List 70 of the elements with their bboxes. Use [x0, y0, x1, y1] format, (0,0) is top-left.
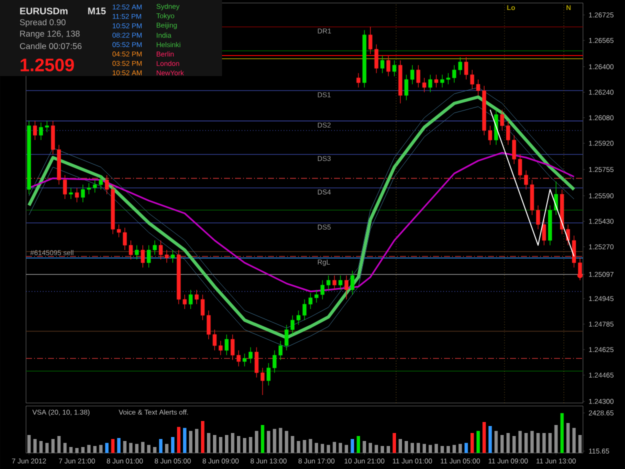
chart-title: EURUSDm: [20, 8, 68, 14]
candlestick: [134, 244, 139, 260]
chart-subtitle: M15: [88, 8, 106, 14]
candlestick: [260, 368, 265, 396]
candlestick: [326, 275, 330, 290]
candlestick: [272, 350, 276, 374]
candlestick: [62, 174, 67, 200]
candlestick: [80, 184, 85, 202]
bar: [159, 438, 162, 453]
candlestick: [392, 60, 396, 77]
candlestick: [33, 120, 37, 140]
candlestick: [332, 275, 336, 290]
candlestick: [188, 290, 193, 310]
candlestick: [356, 72, 360, 88]
candlestick: [338, 275, 342, 290]
candlestick: [308, 292, 312, 310]
candlestick: [536, 205, 540, 230]
annotation: Candle 00:07:56: [20, 42, 82, 50]
bar: [201, 420, 204, 453]
bar: [117, 438, 121, 453]
candlestick: [68, 188, 73, 200]
bar: [111, 438, 115, 453]
bar: [470, 433, 474, 453]
candlestick: [51, 120, 55, 155]
candlestick: [386, 55, 390, 77]
bar: [356, 436, 360, 453]
candlestick: [302, 299, 306, 320]
candlestick: [284, 324, 288, 351]
candlestick: [278, 340, 282, 360]
bar: [482, 422, 486, 453]
candlestick: [518, 154, 522, 180]
candlestick: [350, 270, 354, 295]
candlestick: [266, 362, 271, 386]
candlestick: [74, 188, 79, 202]
bar: [476, 430, 480, 453]
candlestick: [500, 109, 504, 131]
line-series: [28, 152, 575, 292]
bar: [350, 438, 354, 453]
candlestick: [296, 310, 300, 326]
bar: [171, 436, 174, 453]
candlestick: [572, 235, 576, 268]
bar: [177, 426, 180, 453]
bar: [392, 433, 396, 453]
bar: [260, 424, 264, 453]
annotation: Range 126, 138: [20, 30, 80, 38]
candlestick: [242, 353, 247, 367]
annotation: 1.2509: [20, 58, 74, 72]
bar: [560, 413, 564, 453]
candlestick: [290, 315, 294, 335]
candlestick: [344, 275, 348, 300]
candlestick: [39, 122, 43, 140]
bar: [464, 442, 468, 453]
candlestick: [86, 182, 91, 195]
annotation: Spread 0.90: [20, 19, 66, 27]
bar: [488, 426, 492, 453]
candlestick: [428, 74, 432, 93]
bar: [105, 442, 109, 453]
candlestick: [170, 250, 175, 264]
candlestick: [524, 170, 528, 190]
candlestick: [254, 346, 259, 378]
candlestick: [380, 55, 384, 74]
candlestick: [248, 346, 253, 364]
candlestick: [45, 120, 49, 132]
candlestick: [140, 244, 145, 268]
candlestick: [434, 74, 438, 88]
candlestick: [542, 219, 546, 246]
candlestick: [314, 290, 318, 303]
bar: [183, 428, 186, 453]
candlestick: [320, 280, 324, 300]
candlestick: [224, 334, 229, 356]
